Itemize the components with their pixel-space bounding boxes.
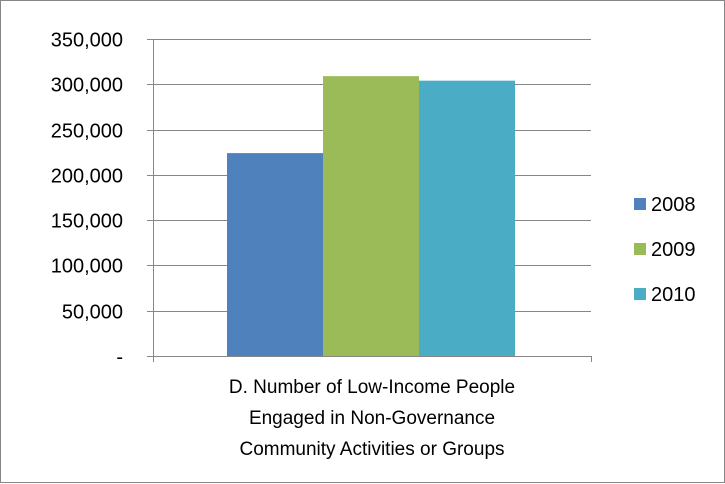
y-tick-label: 200,000	[51, 166, 123, 188]
bar-2009	[323, 76, 419, 357]
legend: 2008 2009 2010	[634, 194, 696, 306]
y-tick-label: 50,000	[62, 302, 123, 324]
y-tick-label: 350,000	[51, 30, 123, 52]
legend-swatch-2008	[634, 198, 646, 210]
bar-2008	[227, 153, 323, 356]
legend-label-2008: 2008	[651, 194, 696, 216]
y-tick-labels: - 50,000 100,000 150,000 200,000 250,000 300,0…	[51, 30, 123, 369]
legend-swatch-2009	[634, 243, 646, 255]
legend-label-2010: 2010	[651, 284, 696, 306]
legend-swatch-2010	[634, 288, 646, 300]
x-category-label-line: D. Number of Low-Income People	[229, 377, 515, 398]
x-category-label-line: Engaged in Non-Governance	[249, 408, 495, 429]
bar-2010	[419, 80, 515, 357]
y-tick-label: -	[116, 347, 123, 369]
y-tick-label: 150,000	[51, 211, 123, 233]
x-category-label: D. Number of Low-Income People Engaged in…	[229, 377, 515, 460]
y-tick-label: 300,000	[51, 75, 123, 97]
x-category-label-line: Community Activities or Groups	[239, 439, 504, 460]
y-tick-label: 100,000	[51, 256, 123, 278]
axes	[147, 39, 592, 362]
bars	[227, 76, 515, 357]
legend-label-2009: 2009	[651, 239, 696, 261]
y-tick-label: 250,000	[51, 121, 123, 143]
